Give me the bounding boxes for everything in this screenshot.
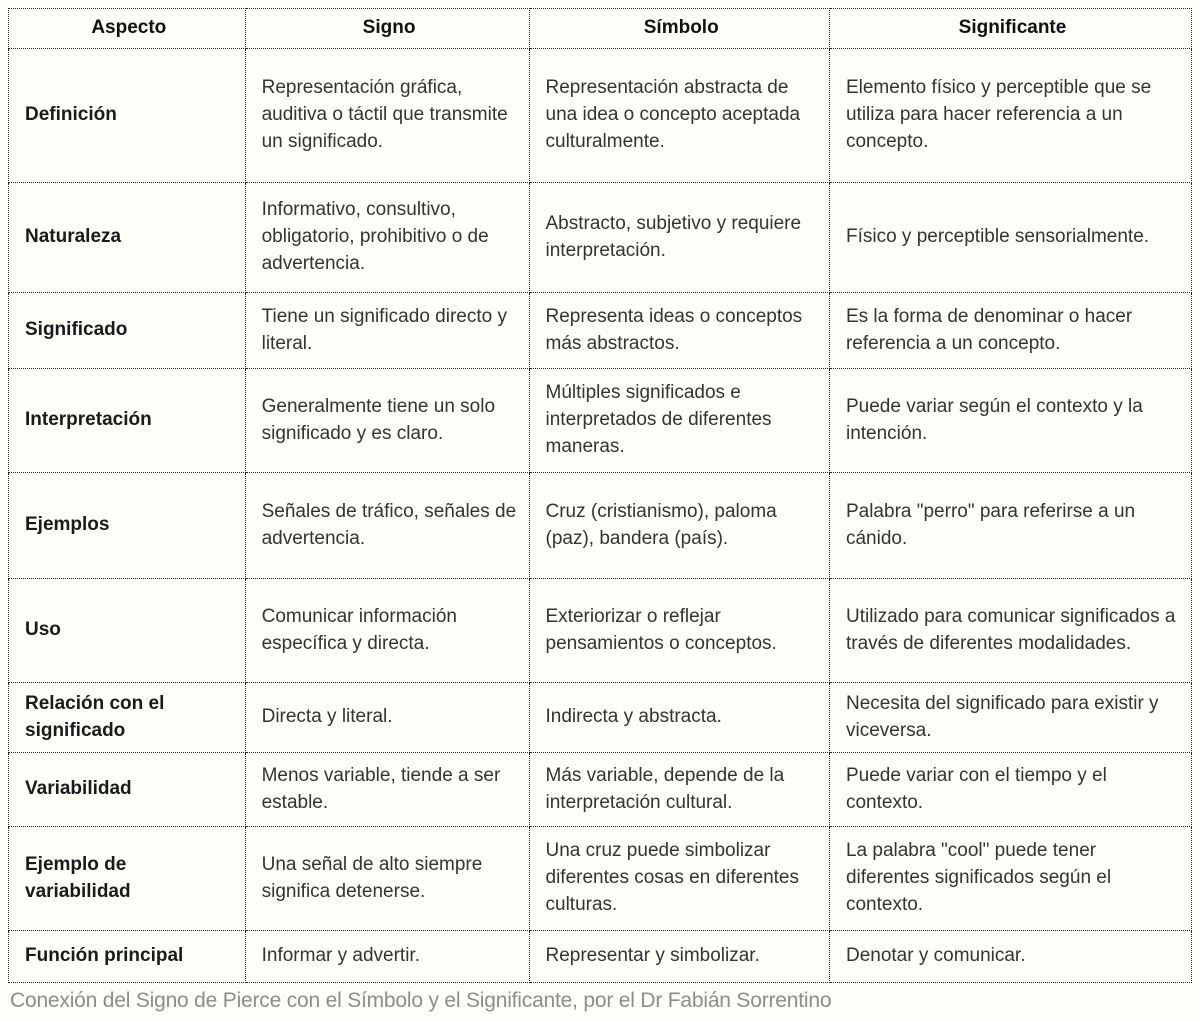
table-cell-signo: Tiene un significado directo y literal.: [244, 292, 530, 369]
table-body: Definición Representación gráfica, auditi…: [8, 48, 1193, 983]
table-cell-signo: Representación gráfica, auditiva o tácti…: [244, 48, 530, 183]
table-cell-simbolo: Representación abstracta de una idea o c…: [528, 48, 830, 183]
table-cell-significante: Puede variar según el contexto y la inte…: [828, 368, 1193, 473]
table-row: Definición Representación gráfica, auditi…: [8, 48, 1193, 183]
table-cell-simbolo: Una cruz puede simbolizar diferentes cos…: [528, 826, 830, 931]
row-label: Interpretación: [8, 368, 246, 473]
table-cell-significante: Necesita del significado para existir y …: [828, 682, 1193, 753]
row-label: Ejemplos: [8, 472, 246, 579]
table-cell-simbolo: Múltiples significados e interpretados d…: [528, 368, 830, 473]
header-row: Aspecto Signo Símbolo Significante: [8, 8, 1193, 49]
row-label: Uso: [8, 578, 246, 683]
table-cell-signo: Directa y literal.: [244, 682, 530, 753]
row-label: Ejemplo de variabilidad: [8, 826, 246, 931]
table-cell-simbolo: Representar y simbolizar.: [528, 930, 830, 983]
table-row: Ejemplo de variabilidad Una señal de alto…: [8, 826, 1193, 931]
table-cell-simbolo: Representa ideas o conceptos más abstrac…: [528, 292, 830, 369]
table-row: Naturaleza Informativo, consultivo, oblig…: [8, 182, 1193, 293]
table-cell-significante: La palabra "cool" puede tener diferentes…: [828, 826, 1193, 931]
column-header-aspecto: Aspecto: [8, 8, 246, 49]
row-label: Definición: [8, 48, 246, 183]
column-header-simbolo: Símbolo: [528, 8, 830, 49]
table-row: Significado Tiene un significado directo …: [8, 292, 1193, 369]
table-cell-signo: Comunicar información específica y direc…: [244, 578, 530, 683]
table-cell-significante: Puede variar con el tiempo y el contexto…: [828, 752, 1193, 827]
table-cell-simbolo: Abstracto, subjetivo y requiere interpre…: [528, 182, 830, 293]
row-label: Naturaleza: [8, 182, 246, 293]
row-label: Significado: [8, 292, 246, 369]
table-cell-significante: Palabra "perro" para referirse a un cáni…: [828, 472, 1193, 579]
table-cell-significante: Es la forma de denominar o hacer referen…: [828, 292, 1193, 369]
table-header: Aspecto Signo Símbolo Significante: [8, 8, 1193, 49]
table-cell-significante: Denotar y comunicar.: [828, 930, 1193, 983]
table-cell-significante: Elemento físico y perceptible que se uti…: [828, 48, 1193, 183]
table-row: Interpretación Generalmente tiene un solo…: [8, 368, 1193, 473]
table-cell-signo: Informativo, consultivo, obligatorio, pr…: [244, 182, 530, 293]
table-cell-signo: Generalmente tiene un solo significado y…: [244, 368, 530, 473]
table-cell-simbolo: Indirecta y abstracta.: [528, 682, 830, 753]
table-row: Relación con el significado Directa y lit…: [8, 682, 1193, 753]
table-row: Función principal Informar y advertir. Rep…: [8, 930, 1193, 983]
table-cell-signo: Menos variable, tiende a ser estable.: [244, 752, 530, 827]
table-cell-signo: Informar y advertir.: [244, 930, 530, 983]
row-label: Función principal: [8, 930, 246, 983]
table-row: Uso Comunicar información específica y di…: [8, 578, 1193, 683]
comparison-table: Aspecto Signo Símbolo Significante Defin…: [8, 8, 1193, 983]
row-label: Relación con el significado: [8, 682, 246, 753]
table-cell-simbolo: Cruz (cristianismo), paloma (paz), bande…: [528, 472, 830, 579]
table-cell-signo: Señales de tráfico, señales de advertenc…: [244, 472, 530, 579]
table-cell-simbolo: Más variable, depende de la interpretaci…: [528, 752, 830, 827]
table-row: Ejemplos Señales de tráfico, señales de a…: [8, 472, 1193, 579]
table-row: Variabilidad Menos variable, tiende a ser…: [8, 752, 1193, 827]
table-cell-significante: Físico y perceptible sensorialmente.: [828, 182, 1193, 293]
column-header-significante: Significante: [828, 8, 1193, 49]
column-header-signo: Signo: [244, 8, 530, 49]
table-caption: Conexión del Signo de Pierce con el Símb…: [10, 989, 832, 1012]
row-label: Variabilidad: [8, 752, 246, 827]
table-cell-significante: Utilizado para comunicar significados a …: [828, 578, 1193, 683]
table-cell-simbolo: Exteriorizar o reflejar pensamientos o c…: [528, 578, 830, 683]
table-cell-signo: Una señal de alto siempre significa dete…: [244, 826, 530, 931]
